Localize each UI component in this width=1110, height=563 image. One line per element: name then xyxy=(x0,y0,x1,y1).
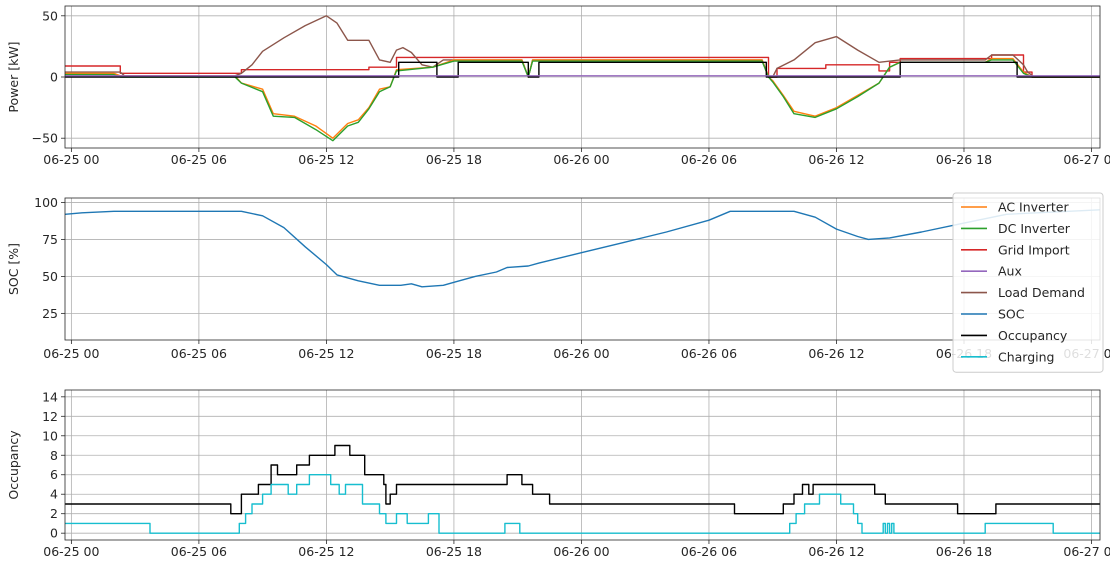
series-line-charging xyxy=(65,474,1100,534)
x-tick-label: 06-26 06 xyxy=(681,152,737,167)
x-tick-label: 06-26 12 xyxy=(808,152,864,167)
x-tick-label: 06-25 12 xyxy=(298,544,354,559)
legend-label: Aux xyxy=(998,264,1022,279)
y-tick-label: −50 xyxy=(32,131,58,146)
legend-label: Load Demand xyxy=(998,285,1085,300)
x-tick-label: 06-25 18 xyxy=(426,544,482,559)
legend-box xyxy=(952,192,1104,373)
y-tick-label: 25 xyxy=(42,306,58,321)
grid xyxy=(65,198,1100,340)
grid xyxy=(65,390,1100,540)
legend-label: DC Inverter xyxy=(998,221,1071,236)
legend-label: Grid Import xyxy=(998,242,1070,257)
plot-frame xyxy=(64,389,1101,541)
legend-label: Occupancy xyxy=(998,328,1068,343)
y-tick-label: 14 xyxy=(42,389,58,404)
series-line-soc xyxy=(65,209,1100,288)
x-tick-label: 06-26 18 xyxy=(936,544,992,559)
legend-label: Charging xyxy=(998,349,1055,364)
x-tick-label: 06-27 00 xyxy=(1063,544,1110,559)
x-tick-label: 06-25 00 xyxy=(43,544,99,559)
x-tick-label: 06-26 12 xyxy=(808,346,864,361)
y-tick-label: 6 xyxy=(50,467,58,482)
series-group xyxy=(65,209,1100,288)
x-tick-label: 06-25 12 xyxy=(298,152,354,167)
series-group xyxy=(65,15,1100,142)
x-tick-label: 06-25 12 xyxy=(298,346,354,361)
x-tick-label: 06-26 18 xyxy=(936,152,992,167)
x-tick-label: 06-26 00 xyxy=(553,346,609,361)
x-tick-label: 06-25 00 xyxy=(43,346,99,361)
y-tick-label: 50 xyxy=(42,269,58,284)
legend-label: SOC xyxy=(998,307,1025,322)
y-axis-label: SOC [%] xyxy=(6,243,21,295)
y-tick-label: 100 xyxy=(34,195,58,210)
x-tick-label: 06-25 00 xyxy=(43,152,99,167)
plot-frame xyxy=(64,197,1101,341)
series-line-load-demand xyxy=(65,15,1100,78)
x-tick-label: 06-25 06 xyxy=(171,346,227,361)
x-tick-label: 06-25 18 xyxy=(426,152,482,167)
series-group xyxy=(65,444,1100,534)
series-line-ac-inverter xyxy=(65,57,1100,139)
soc-panel: 06-25 00 06-25 06 06-25 12 06-25 18 06-26 00… xyxy=(6,195,1110,361)
x-tick-label: 06-25 18 xyxy=(426,346,482,361)
x-tick-label: 06-26 06 xyxy=(681,346,737,361)
x-tick-label: 06-26 12 xyxy=(808,544,864,559)
y-tick-label: 12 xyxy=(42,409,58,424)
x-tick-label: 06-26 00 xyxy=(553,544,609,559)
y-axis-label: Power [kW] xyxy=(6,41,21,112)
x-tick-label: 06-26 06 xyxy=(681,544,737,559)
y-tick-label: 0 xyxy=(50,526,58,541)
y-tick-label: 2 xyxy=(50,506,58,521)
y-tick-label: 75 xyxy=(42,232,58,247)
series-line-occupancy xyxy=(65,61,1100,78)
legend-label: AC Inverter xyxy=(998,200,1069,215)
occupancy-panel: 06-25 00 06-25 06 06-25 12 06-25 18 06-26 00… xyxy=(6,389,1110,559)
y-tick-label: 4 xyxy=(50,487,58,502)
legend: AC Inverter DC Inverter Grid Import Aux Load… xyxy=(952,192,1104,373)
x-tick-label: 06-25 06 xyxy=(171,544,227,559)
series-line-grid-import xyxy=(65,54,1100,78)
y-tick-label: 0 xyxy=(50,70,58,85)
series-line-occupancy xyxy=(65,444,1100,515)
series-line-dc-inverter xyxy=(65,59,1100,142)
power-panel: 06-25 00 06-25 06 06-25 12 06-25 18 06-26 00… xyxy=(6,5,1110,167)
x-tick-label: 06-26 00 xyxy=(553,152,609,167)
y-tick-label: 8 xyxy=(50,448,58,463)
y-tick-label: 10 xyxy=(42,428,58,443)
x-tick-label: 06-25 06 xyxy=(171,152,227,167)
y-tick-label: 50 xyxy=(42,8,58,23)
y-axis-label: Occupancy xyxy=(6,430,21,500)
x-tick-label: 06-27 00 xyxy=(1063,152,1110,167)
